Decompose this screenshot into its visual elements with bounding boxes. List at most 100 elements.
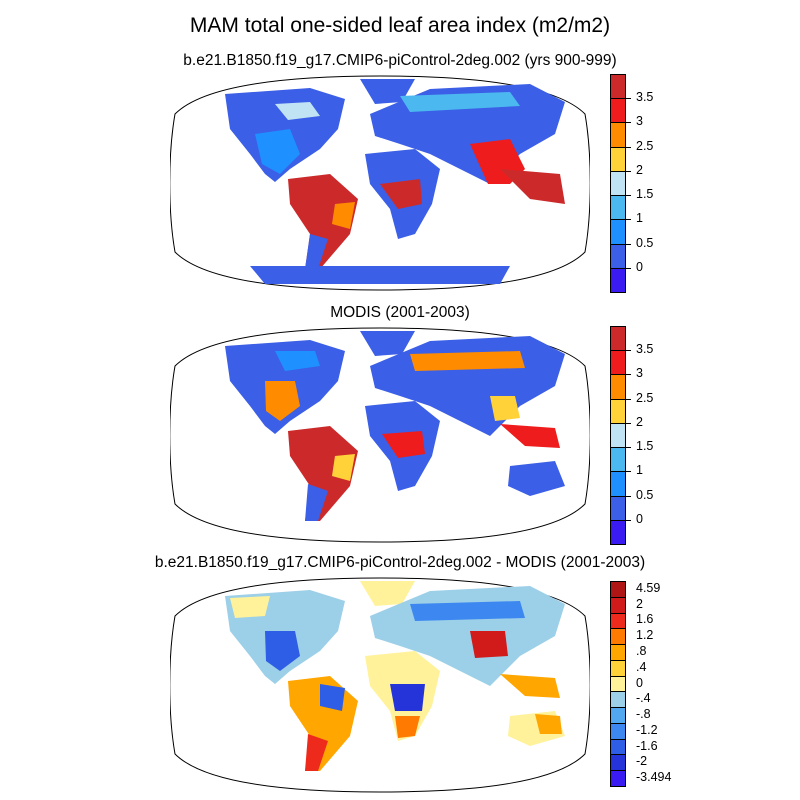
panel-2-colorbar: 3.5 3 2.5 2 1.5 1 0.5 0	[610, 326, 653, 545]
colorbar-swatch	[610, 495, 626, 521]
colorbar-label: 3	[636, 114, 643, 129]
colorbar-tick	[626, 98, 631, 100]
colorbar-tick	[626, 495, 631, 497]
land-se-asia	[500, 169, 565, 204]
colorbar-swatch	[610, 738, 626, 756]
colorbar-tick	[626, 471, 631, 473]
colorbar-label: .8	[636, 643, 647, 658]
colorbar-swatch	[610, 519, 626, 545]
panel-2-map	[170, 327, 590, 543]
colorbar-swatch	[610, 596, 626, 614]
colorbar-swatch	[610, 74, 626, 100]
colorbar-label: 3.5	[636, 90, 654, 105]
colorbar-label: 0.5	[636, 235, 654, 250]
colorbar-tick	[626, 267, 631, 269]
land-australia	[508, 209, 565, 244]
colorbar-label: -1.2	[636, 722, 658, 737]
land-south-america	[288, 426, 358, 521]
figure-title: MAM total one-sided leaf area index (m2/…	[189, 14, 611, 37]
colorbar-label: 1.6	[636, 612, 654, 627]
land-antarctica	[250, 266, 510, 284]
colorbar-swatch	[610, 612, 626, 630]
colorbar-swatch	[610, 267, 626, 293]
colorbar-label: 1	[636, 211, 643, 226]
colorbar-tick	[626, 170, 631, 172]
colorbar-tick	[626, 398, 631, 400]
colorbar-tick	[626, 243, 631, 245]
colorbar-swatch	[610, 659, 626, 677]
colorbar-swatch	[610, 628, 626, 646]
land-africa	[365, 401, 440, 491]
colorbar-label: -1.6	[636, 738, 658, 753]
colorbar-swatch	[610, 770, 626, 787]
colorbar-tick	[626, 122, 631, 124]
colorbar-swatch	[610, 581, 626, 598]
colorbar-label: 2	[636, 414, 643, 429]
colorbar-label: 3.5	[636, 342, 654, 357]
land-north-america	[225, 340, 345, 434]
panel-1-map	[170, 75, 590, 291]
land-south-america	[288, 676, 358, 771]
colorbar-label: 0	[636, 511, 643, 526]
colorbar-swatch	[610, 447, 626, 473]
colorbar-swatch	[610, 350, 626, 376]
land-africa	[365, 651, 440, 741]
colorbar-tick	[626, 195, 631, 197]
panel-3-map	[170, 577, 590, 793]
colorbar-swatch	[610, 675, 626, 693]
colorbar-label: 0.5	[636, 487, 654, 502]
land-se-asia	[500, 674, 560, 698]
colorbar-swatch	[610, 722, 626, 740]
colorbar-tick	[626, 374, 631, 376]
land-australia	[508, 461, 565, 496]
colorbar-label: .4	[636, 659, 647, 674]
colorbar-swatch	[610, 122, 626, 148]
colorbar-label: 1.2	[636, 628, 654, 643]
colorbar-label: 2.5	[636, 390, 654, 405]
land-greenland	[360, 331, 415, 356]
colorbar-label: 0	[636, 675, 643, 690]
colorbar-swatch	[610, 98, 626, 124]
colorbar-tick	[626, 519, 631, 521]
colorbar-swatch	[610, 146, 626, 172]
colorbar-label: 2	[636, 596, 643, 611]
colorbar-label: -.8	[636, 707, 651, 722]
colorbar-swatch	[610, 691, 626, 709]
colorbar-swatch	[610, 219, 626, 245]
land-se-asia	[500, 424, 560, 448]
land-africa	[365, 149, 440, 239]
colorbar-label: -3.494	[636, 770, 672, 785]
colorbar-swatch	[610, 374, 626, 400]
colorbar-swatch	[610, 471, 626, 497]
colorbar-swatch	[610, 754, 626, 772]
colorbar-label: 2	[636, 162, 643, 177]
colorbar-tick	[626, 447, 631, 449]
colorbar-tick	[626, 146, 631, 148]
colorbar-label: 0	[636, 259, 643, 274]
panel-1-title: b.e21.B1850.f19_g17.CMIP6-piControl-2deg…	[183, 52, 617, 69]
colorbar-label: 3	[636, 366, 643, 381]
land-australia	[508, 711, 565, 746]
panel-3-title: b.e21.B1850.f19_g17.CMIP6-piControl-2deg…	[154, 554, 646, 571]
colorbar-label: -2	[636, 754, 648, 769]
colorbar-tick	[626, 219, 631, 221]
land-north-america	[225, 88, 345, 182]
land-eurasia	[370, 586, 565, 686]
land-south-america	[288, 174, 358, 269]
panel-2-title: MODIS (2001-2003)	[330, 304, 470, 321]
land-eurasia	[370, 336, 565, 436]
colorbar-label: 1.5	[636, 439, 654, 454]
panel-3-colorbar: 4.59 2 1.6 1.2.8.4 0 -.4 -.8 -1.2 -1.6 -2 -3.494	[610, 581, 671, 787]
colorbar-swatch	[610, 422, 626, 449]
colorbar-swatch	[610, 243, 626, 269]
colorbar-tick	[626, 350, 631, 352]
colorbar-swatch	[610, 195, 626, 221]
colorbar-swatch	[610, 644, 626, 661]
colorbar-label: 2.5	[636, 138, 654, 153]
colorbar-swatch	[610, 326, 626, 352]
colorbar-label: 4.59	[636, 580, 661, 595]
colorbar-swatch	[610, 170, 626, 197]
colorbar-label: -.4	[636, 691, 651, 706]
colorbar-swatch	[610, 707, 626, 724]
colorbar-label: 1	[636, 463, 643, 478]
